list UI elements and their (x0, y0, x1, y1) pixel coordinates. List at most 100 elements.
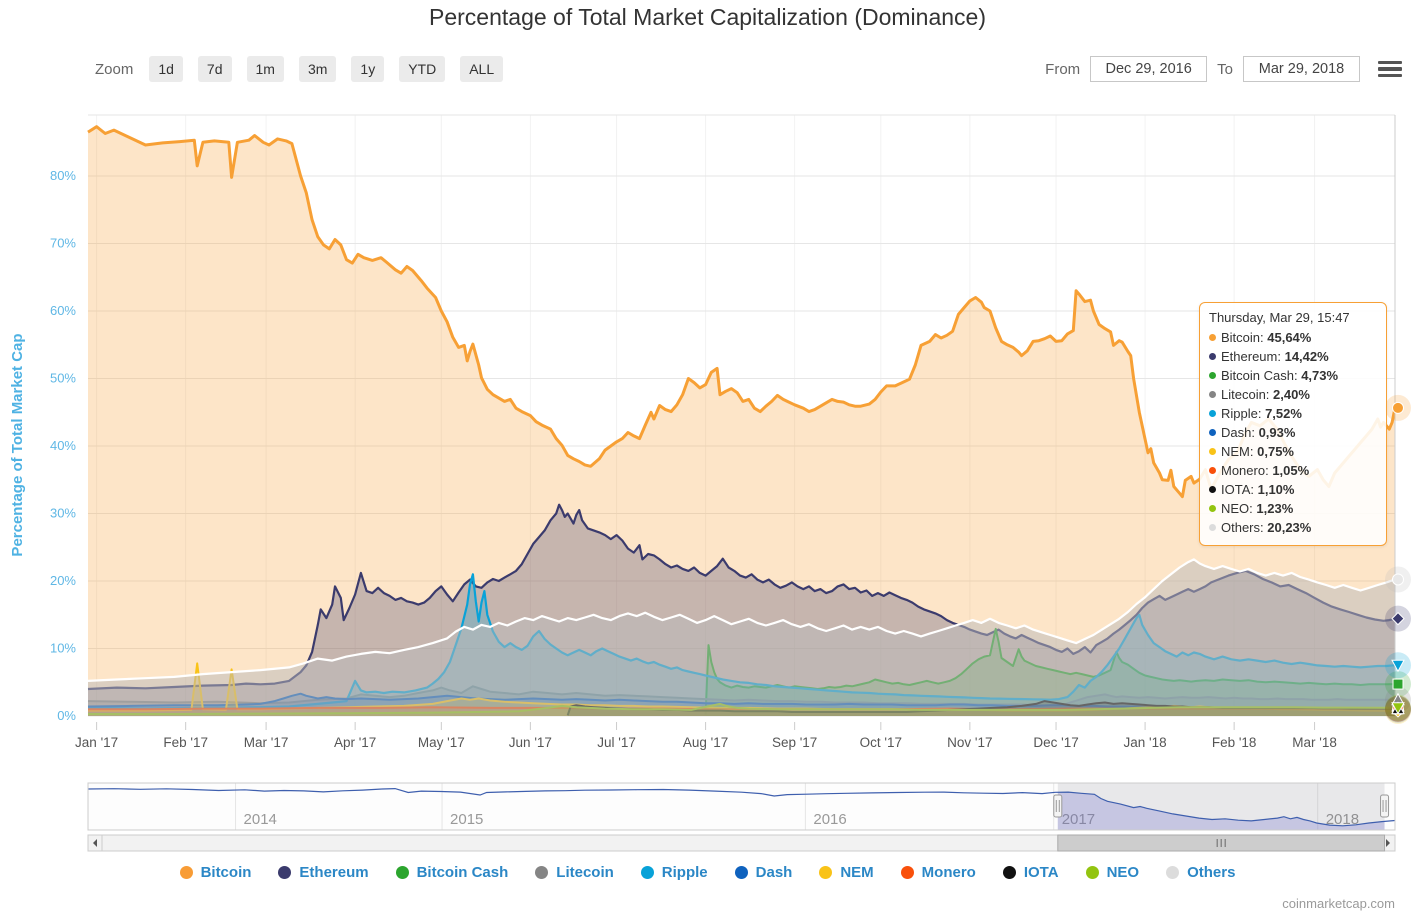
legend-item-iota[interactable]: IOTA (1002, 864, 1059, 881)
x-axis-tick-label: Dec '17 (1033, 735, 1078, 750)
series-color-dot (1209, 524, 1216, 531)
legend-item-others[interactable]: Others (1166, 864, 1235, 881)
scrollbar-left-arrow-icon (93, 839, 97, 847)
scrollbar-right-arrow-icon (1386, 839, 1390, 847)
series-color-dot (1209, 448, 1216, 455)
series-end-marker (1392, 573, 1404, 586)
date-range-group: From Dec 29, 2016 To Mar 29, 2018 (1045, 56, 1402, 82)
legend-item-dash[interactable]: Dash (734, 864, 793, 881)
y-axis-tick-label: 70% (50, 236, 76, 251)
tooltip-row-others: Others: 20,23% (1209, 518, 1377, 537)
legend-item-ripple[interactable]: Ripple (640, 864, 708, 881)
series-color-dot (1209, 410, 1216, 417)
y-axis-tick-label: 20% (50, 573, 76, 588)
y-axis-tick-label: 50% (50, 371, 76, 386)
tooltip-row-bitcoin: Bitcoin: 45,64% (1209, 328, 1377, 347)
zoom-button-3m[interactable]: 3m (298, 56, 337, 82)
chart-legend: Bitcoin Ethereum Bitcoin Cash Litecoin Rippl… (60, 864, 1355, 881)
series-color-dot (1209, 353, 1216, 360)
series-color-dot (1209, 486, 1216, 493)
navigator-right-handle[interactable] (1380, 794, 1390, 818)
zoom-button-group: Zoom 1d 7d 1m 3m 1y YTD ALL (95, 56, 504, 82)
zoom-button-ytd[interactable]: YTD (399, 56, 446, 82)
zoom-label: Zoom (95, 60, 134, 78)
legend-label: Monero (921, 864, 976, 881)
legend-item-monero[interactable]: Monero (900, 864, 976, 881)
legend-marker-icon (1002, 866, 1016, 879)
x-axis-tick-label: Jan '17 (75, 735, 118, 750)
navigator-series-line (87, 787, 1396, 827)
legend-label: Ethereum (299, 864, 369, 881)
x-axis-tick-label: Mar '17 (244, 735, 289, 750)
tooltip-row-ripple: Ripple: 7,52% (1209, 404, 1377, 423)
to-date-input[interactable]: Mar 29, 2018 (1243, 56, 1360, 82)
zoom-button-1m[interactable]: 1m (246, 56, 284, 82)
navigator-left-handle[interactable] (1053, 794, 1063, 818)
legend-item-litecoin[interactable]: Litecoin (535, 864, 614, 881)
legend-label: Others (1187, 864, 1236, 881)
x-axis-tick-label: Sep '17 (772, 735, 817, 750)
tooltip-row-ethereum: Ethereum: 14,42% (1209, 347, 1377, 366)
series-color-dot (1209, 429, 1216, 436)
x-axis-tick-label: Jan '18 (1124, 735, 1167, 750)
legend-marker-icon (535, 866, 549, 879)
navigator-selected-area (1057, 792, 1385, 830)
legend-item-bitcoin-cash[interactable]: Bitcoin Cash (395, 864, 509, 881)
hamburger-menu-icon[interactable] (1378, 60, 1402, 78)
navigator-year-label: 2018 (1326, 811, 1359, 828)
watermark: coinmarketcap.com (1282, 896, 1395, 911)
legend-marker-icon (640, 866, 654, 879)
series-end-marker (1391, 611, 1405, 626)
legend-marker-icon (395, 866, 409, 879)
legend-item-ethereum[interactable]: Ethereum (278, 864, 369, 881)
zoom-button-1y[interactable]: 1y (351, 56, 385, 82)
navigator-year-label: 2014 (244, 811, 277, 828)
series-color-dot (1209, 505, 1216, 512)
legend-item-bitcoin[interactable]: Bitcoin (179, 864, 252, 881)
x-axis-tick-label: Aug '17 (683, 735, 728, 750)
series-end-marker (1392, 401, 1404, 414)
x-axis-tick-label: Mar '18 (1292, 735, 1337, 750)
y-axis-tick-label: 0% (57, 708, 76, 723)
legend-label: Dash (755, 864, 793, 881)
navigator-year-label: 2015 (450, 811, 483, 828)
series-color-dot (1209, 334, 1216, 341)
x-axis-tick-label: Jun '17 (509, 735, 552, 750)
legend-marker-icon (819, 866, 833, 879)
x-axis-tick-label: Oct '17 (860, 735, 902, 750)
legend-item-nem[interactable]: NEM (819, 864, 874, 881)
chart-controls: Zoom 1d 7d 1m 3m 1y YTD ALL From Dec 29, 2016 … (0, 56, 1415, 86)
legend-item-neo[interactable]: NEO (1085, 864, 1140, 881)
navigator-year-label: 2016 (813, 811, 846, 828)
series-others-area (88, 559, 1395, 716)
navigator-selection-mask[interactable] (1057, 783, 1385, 830)
y-axis-title: Percentage of Total Market Cap (9, 333, 26, 556)
legend-label: NEM (840, 864, 874, 881)
legend-marker-icon (179, 866, 193, 879)
x-axis-tick-label: May '17 (418, 735, 465, 750)
tooltip-row-bitcoin-cash: Bitcoin Cash: 4,73% (1209, 366, 1377, 385)
main-chart: 0% 10% 20% 30% 40% 50% 60% 70% 80% Percentage of … (9, 114, 1411, 852)
legend-label: NEO (1106, 864, 1140, 881)
series-end-marker (1391, 702, 1405, 715)
page-title: Percentage of Total Market Capitalizatio… (429, 4, 986, 30)
zoom-button-1d[interactable]: 1d (149, 56, 183, 82)
x-axis-tick-label: Nov '17 (947, 735, 992, 750)
y-axis-tick-label: 80% (50, 168, 76, 183)
legend-label: Ripple (661, 864, 708, 881)
y-axis-tick-label: 30% (50, 506, 76, 521)
zoom-button-all[interactable]: ALL (460, 56, 504, 82)
legend-marker-icon (1085, 866, 1099, 879)
legend-label: Bitcoin Cash (416, 864, 509, 881)
to-label: To (1217, 60, 1233, 78)
tooltip-date: Thursday, Mar 29, 15:47 (1209, 310, 1350, 325)
from-date-input[interactable]: Dec 29, 2016 (1090, 56, 1208, 82)
from-label: From (1045, 60, 1081, 78)
y-axis-tick-label: 10% (50, 641, 76, 656)
legend-label: Bitcoin (200, 864, 252, 881)
tooltip-row-nem: NEM: 0,75% (1209, 442, 1377, 461)
chart-tooltip: Thursday, Mar 29, 15:47 Bitcoin: 45,64% E… (1199, 302, 1387, 546)
zoom-button-7d[interactable]: 7d (197, 56, 232, 82)
series-others-line (87, 558, 1396, 682)
